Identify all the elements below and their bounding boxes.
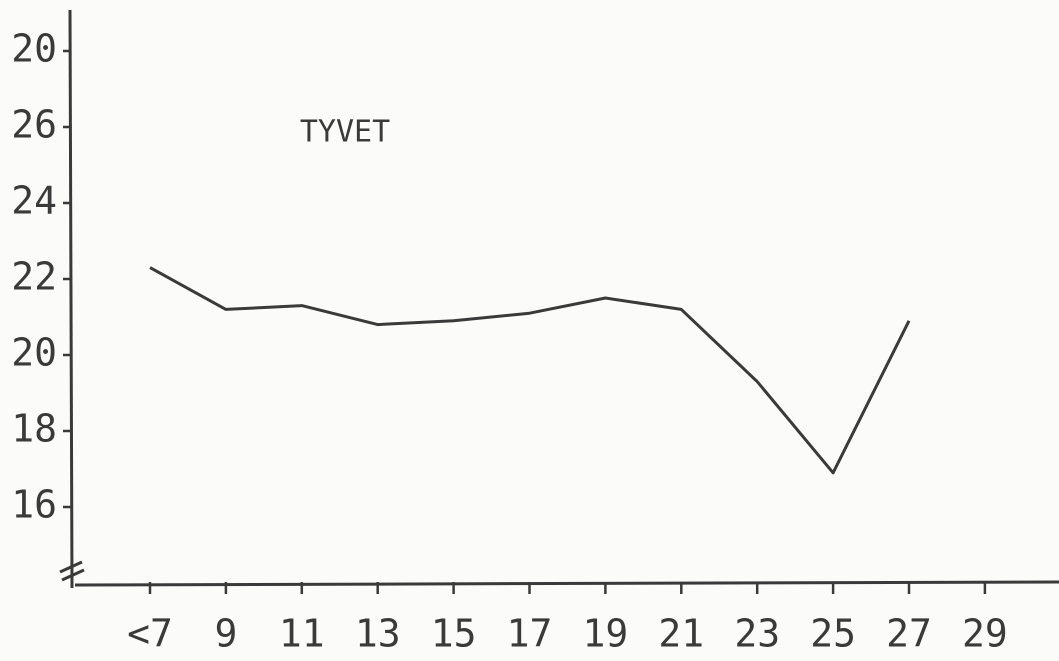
x-tick-label: 21	[658, 612, 704, 656]
y-tick-label: 16	[11, 483, 57, 527]
x-tick-label: 19	[583, 612, 629, 656]
x-tick-label: 29	[962, 612, 1008, 656]
y-axis	[68, 9, 74, 589]
x-tick-label: 11	[279, 612, 325, 656]
x-axis	[74, 580, 1059, 587]
x-tick-label: 25	[810, 612, 856, 656]
y-tick-label: 20	[11, 27, 57, 71]
y-tick-label: 26	[11, 103, 57, 147]
chart-title: TYVET	[300, 115, 390, 150]
x-tick-label: 17	[507, 612, 553, 656]
axis-break	[59, 560, 85, 582]
x-tick-label: 13	[355, 612, 401, 656]
y-tick-label: 18	[11, 407, 57, 451]
y-tick-label: 20	[11, 331, 57, 375]
x-tick-label: 9	[214, 612, 237, 656]
x-tick-label: 15	[431, 612, 477, 656]
x-tick-label: 27	[886, 612, 932, 656]
x-tick-label: <7	[127, 612, 173, 656]
x-tick-label: 23	[734, 612, 780, 656]
y-tick-label: 24	[11, 179, 57, 223]
line-series	[149, 266, 911, 475]
y-tick-label: 22	[11, 255, 57, 299]
